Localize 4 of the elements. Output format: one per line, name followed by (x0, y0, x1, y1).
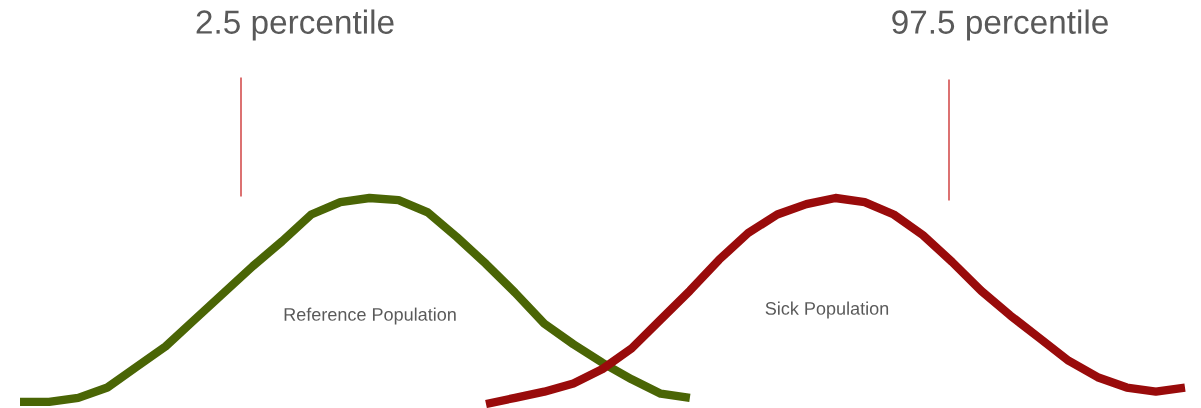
annotation: Sick Population (765, 301, 889, 319)
annotation: Reference Population (284, 307, 456, 325)
text: 97.5 percentile (892, 9, 1108, 41)
text: 2.5 percentile (196, 9, 394, 41)
